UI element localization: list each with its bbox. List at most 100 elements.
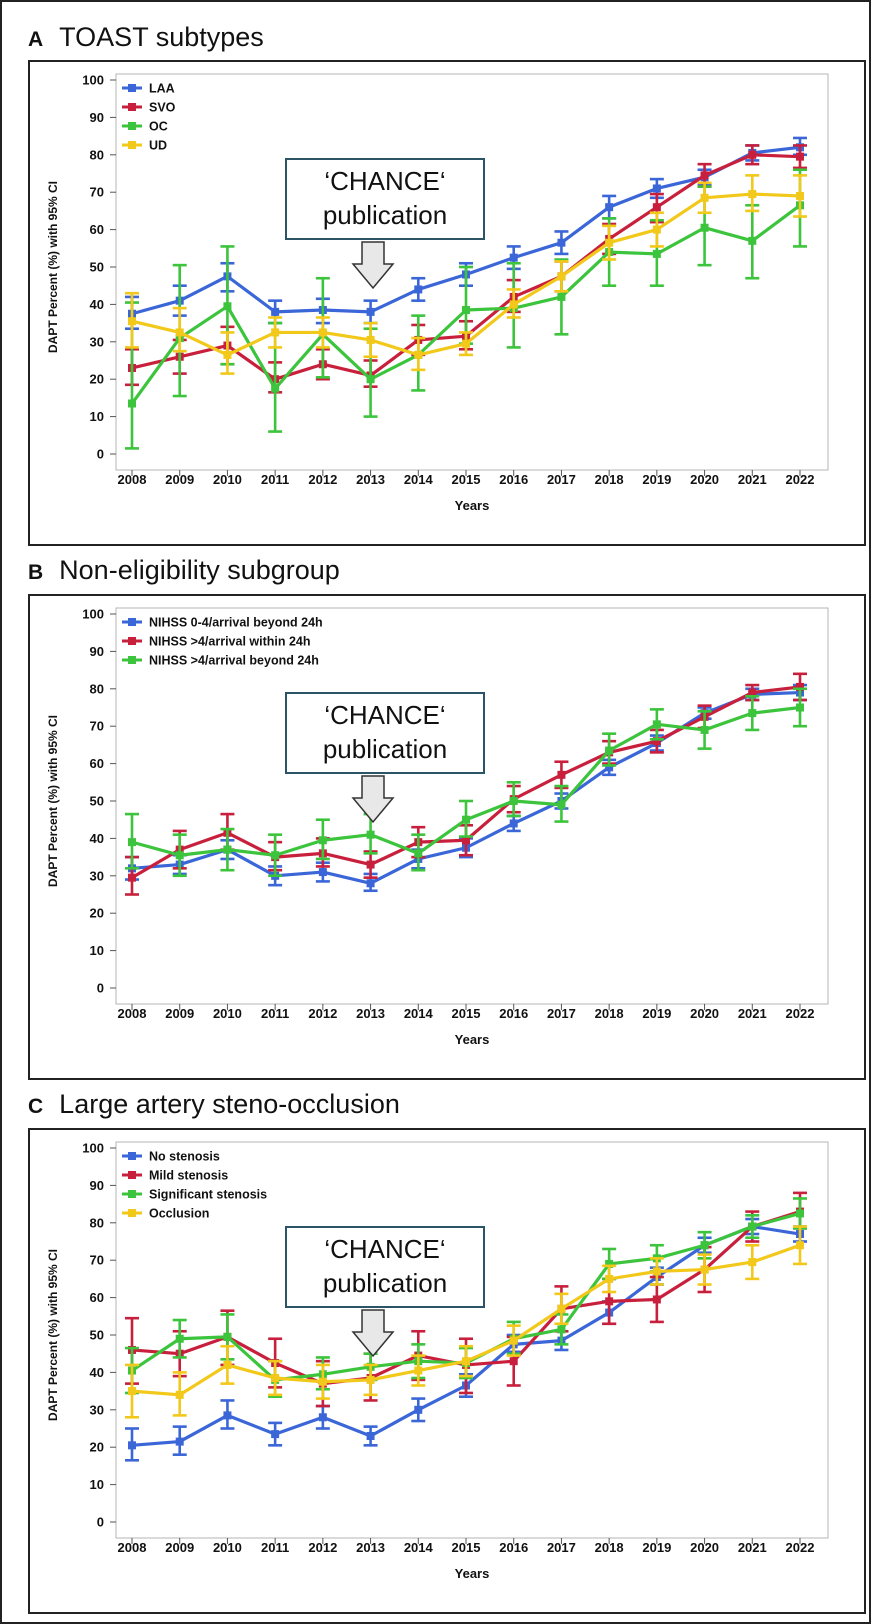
y-tick-label: 80 [90,681,104,696]
panel-a-chart: 0 10 20 30 40 50 60 70 80 90 100 2008 2009 2010 2011 20… [28,60,866,546]
y-tick-label: 20 [90,1440,104,1455]
panel-c-letter: C [28,1095,44,1118]
data-point [748,190,757,199]
data-point [700,1265,709,1274]
data-point [318,868,327,877]
data-point [700,171,709,180]
x-tick-label: 2014 [404,472,434,487]
data-point [652,249,661,258]
data-point [652,225,661,234]
data-point [509,797,518,805]
data-point [796,1209,804,1218]
x-tick-label: 2020 [690,472,719,487]
data-point [128,317,136,326]
y-tick-label: 90 [90,110,104,125]
panel-c-annotation-box: ‘CHANCE‘ publication [285,1226,485,1308]
panel-a-annotation-line-1: ‘CHANCE‘ [324,166,446,196]
y-tick-label: 40 [90,1365,104,1380]
data-point [796,1241,804,1250]
data-point [700,1241,709,1250]
data-point [271,328,280,337]
data-point [318,1377,327,1386]
x-tick-label: 2012 [308,472,337,487]
y-tick-label: 60 [90,756,104,771]
x-tick-label: 2013 [356,1006,385,1021]
data-point [271,851,280,860]
data-point [318,836,327,845]
legend-entry: SVO [122,101,176,115]
data-point [462,306,470,315]
y-tick-label: 100 [82,73,104,88]
legend-label: NIHSS >4/arrival within 24h [149,635,311,649]
y-axis-label: DAPT Percent (%) with 95% CI [46,181,60,353]
data-point [796,682,804,691]
data-point [557,292,566,301]
legend-entry: Occlusion [122,1207,209,1221]
data-point [557,1304,566,1313]
panel-a-annotation-line-2: publication [322,200,448,230]
panel-c-chance-annotation: ‘CHANCE‘ publication [285,1226,485,1308]
legend-swatch-marker [128,122,136,130]
panel-a-plot: 0 10 20 30 40 50 60 70 80 90 100 2008 2009 2010 2011 20… [46,73,829,513]
x-tick-label: 2012 [308,1006,337,1021]
data-point [748,1222,757,1231]
data-point [366,860,375,869]
data-point [128,1441,136,1450]
y-tick-label: 40 [90,831,104,846]
y-tick-label: 10 [90,943,104,958]
data-point [175,328,184,337]
panel-b-annotation-box: ‘CHANCE‘ publication [285,692,485,774]
data-point [605,238,614,247]
data-point [652,1295,661,1304]
data-point [509,300,518,309]
data-point [271,307,280,316]
x-tick-label: 2008 [118,1540,147,1555]
panel-c-header: C Large artery steno-occlusion [28,1089,400,1125]
y-tick-label: 100 [82,1141,104,1156]
data-point [652,737,661,746]
y-tick-label: 100 [82,607,104,622]
x-tick-label: 2010 [213,1006,242,1021]
data-point [605,203,614,212]
x-tick-label: 2016 [499,1006,528,1021]
legend-label: UD [149,139,167,153]
y-tick-label: 10 [90,409,104,424]
legend-entry: NIHSS >4/arrival within 24h [122,635,311,649]
data-point [128,1387,136,1396]
legend-swatch-marker [128,618,136,626]
panel-b-header: B Non-eligibility subgroup [28,555,340,591]
panel-b-letter: B [28,561,44,584]
x-tick-label: 2009 [165,472,194,487]
panel-c-title: Large artery steno-occlusion [59,1089,400,1119]
panel-b-annotation-line-2: publication [322,734,448,764]
data-point [271,1374,280,1383]
legend-label: LAA [149,82,175,96]
x-tick-label: 2010 [213,1540,242,1555]
panel-b-chance-annotation: ‘CHANCE‘ publication [285,692,485,774]
panel-a-letter: A [28,28,44,51]
data-point [366,335,375,344]
data-point [748,709,757,718]
legend-entry: UD [122,139,167,153]
plot-frame [115,73,829,471]
panel-b-annotation-line-1: ‘CHANCE‘ [324,700,446,730]
legend-swatch-marker [128,103,136,111]
x-tick-label: 2015 [452,472,481,487]
data-point [796,152,804,161]
x-tick-label: 2011 [261,1540,289,1555]
legend-entry: Mild stenosis [122,1169,228,1183]
x-tick-label: 2008 [118,1006,147,1021]
data-point [175,1334,184,1343]
y-tick-label: 30 [90,868,104,883]
legend-entry: No stenosis [122,1150,220,1164]
data-point [223,1411,232,1420]
panel-a-title: TOAST subtypes [59,22,264,52]
x-tick-label: 2015 [452,1540,481,1555]
panel-b-title: Non-eligibility subgroup [59,555,340,585]
y-tick-label: 20 [90,906,104,921]
x-tick-label: 2018 [595,1006,624,1021]
panel-c-plot: 0 10 20 30 40 50 60 70 80 90 100 2008 2009 2010 2011 20… [46,1141,829,1581]
panel-c-annotation-line-2: publication [322,1268,448,1298]
data-point [223,1332,232,1341]
legend-label: SVO [149,101,176,115]
